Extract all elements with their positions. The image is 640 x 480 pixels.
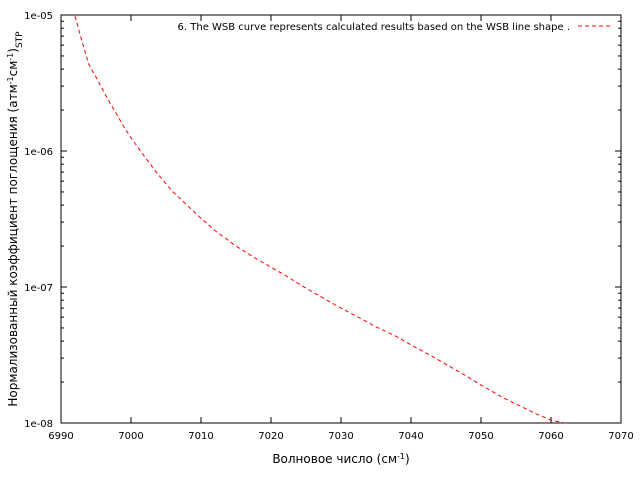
plot-border — [60, 14, 622, 424]
x-tick-label: 7070 — [608, 431, 633, 442]
y-axis-label-subscript: STP — [15, 31, 25, 48]
x-axis-label: Волновое число (см-1) — [272, 452, 409, 467]
x-tick-label: 7030 — [328, 431, 353, 442]
x-tick-label: 7020 — [258, 431, 283, 442]
x-axis-label-close: ) — [405, 452, 410, 466]
legend: 6. The WSB curve represents calculated r… — [178, 22, 612, 33]
x-tick-label: 7000 — [118, 431, 143, 442]
y-axis-label-mid: см — [6, 61, 20, 77]
x-tick-label: 7040 — [398, 431, 423, 442]
x-tick-label: 7050 — [468, 431, 493, 442]
y-axis-label-main: Нормализованный коэффициент поглощения (… — [6, 84, 20, 406]
series-line-0 — [74, 16, 566, 424]
x-axis-label-main: Волновое число (см — [272, 452, 397, 466]
y-tick-label: 1e-08 — [24, 419, 53, 430]
legend-entry-label: 6. The WSB curve represents calculated r… — [178, 22, 570, 33]
y-tick-label: 1e-05 — [24, 11, 53, 22]
series-layer — [74, 16, 566, 424]
y-axis-label: Нормализованный коэффициент поглощения (… — [6, 31, 26, 407]
x-tick-label: 7010 — [188, 431, 213, 442]
y-axis-label-close: ) — [6, 48, 20, 53]
y-axis-label-superscript-1: -1 — [6, 76, 15, 84]
x-tick-label: 7060 — [538, 431, 563, 442]
x-axis-ticks: 6990 7000 7010 7020 7030 7040 7050 7060 7070 — [48, 15, 634, 442]
y-tick-label: 1e-06 — [24, 147, 53, 158]
plot-frame — [60, 14, 622, 424]
x-axis-label-superscript: -1 — [397, 452, 405, 461]
y-axis-label-superscript-2: -1 — [6, 53, 15, 61]
x-tick-label: 6990 — [48, 431, 73, 442]
y-tick-label: 1e-07 — [24, 283, 53, 294]
y-axis-ticks: 1e-08 1e-07 1e-06 1e-05 — [24, 11, 621, 430]
